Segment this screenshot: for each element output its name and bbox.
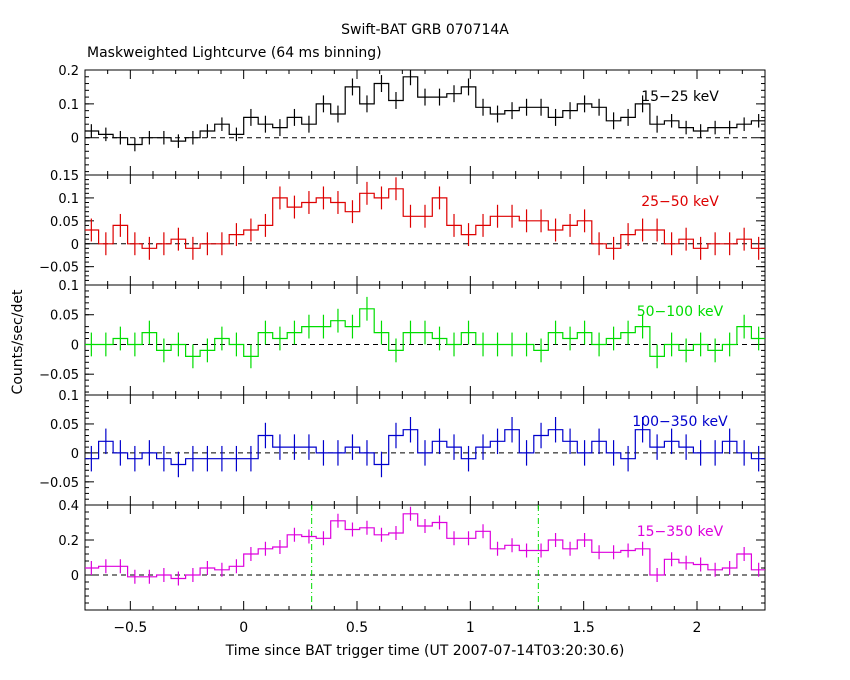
series-1 [85, 70, 765, 152]
y-tick-label: 0.1 [58, 98, 79, 113]
y-tick-label: 0 [71, 238, 79, 253]
y-tick-label: 0.1 [58, 279, 79, 294]
panel-1: 0 0.1 0.2 15−25 keV [58, 64, 766, 176]
panel-5: 0 0.2 0.4 15−350 keV [58, 499, 766, 611]
series-5 [85, 506, 765, 586]
x-tick-label: 1 [466, 620, 475, 636]
y-tick-label: 0 [71, 132, 79, 147]
x-tick-label: −0.5 [113, 620, 147, 636]
x-tick-label: 1.5 [573, 620, 595, 636]
panel-3: −0.05 0 0.05 0.1 50−100 keV [39, 279, 766, 396]
y-tick-label: 0 [71, 338, 79, 353]
y-tick-label: 0 [71, 447, 79, 462]
x-tick-label: 0.5 [346, 620, 368, 636]
y-tick-label: −0.05 [39, 368, 79, 383]
y-tick-label: 0.2 [58, 64, 79, 79]
y-axis-label: Counts/sec/det [10, 289, 26, 394]
y-tick-label: 0 [71, 569, 79, 584]
band-label: 15−350 keV [637, 524, 724, 540]
y-tick-label: 0.4 [58, 499, 79, 514]
lightcurve-step-line [85, 429, 765, 466]
band-label: 15−25 keV [641, 89, 719, 105]
y-tick-label: 0.1 [58, 389, 79, 404]
chart-title: Swift-BAT GRB 070714A [341, 22, 509, 38]
y-tick-label: 0.05 [50, 309, 79, 324]
lightcurve-step-line [85, 76, 765, 146]
band-label: 50−100 keV [637, 304, 724, 320]
band-label: 100−350 keV [632, 414, 728, 430]
y-tick-label: 0.05 [50, 215, 79, 230]
panels-group: 0 0.1 0.2 15−25 keV −0.05 0 0.05 0.1 0.15 25−50 k… [39, 64, 766, 636]
y-tick-label: 0.15 [50, 169, 79, 184]
band-label: 25−50 keV [641, 194, 719, 210]
y-tick-label: 0.2 [58, 534, 79, 549]
lightcurve-step-line [85, 513, 765, 580]
x-axis-label: Time since BAT trigger time (UT 2007-07-… [225, 643, 625, 659]
series-3 [85, 296, 765, 369]
x-tick-label: 2 [693, 620, 702, 636]
series-2 [85, 177, 765, 260]
y-tick-label: 0.1 [58, 192, 79, 207]
y-tick-label: −0.05 [39, 476, 79, 491]
panel-4: −0.05 0 0.05 0.1 100−350 keV [39, 389, 766, 506]
x-tick-label: 0 [239, 620, 248, 636]
panel-2: −0.05 0 0.05 0.1 0.15 25−50 keV [39, 169, 766, 286]
y-tick-label: 0.05 [50, 418, 79, 433]
series-4 [85, 417, 765, 478]
panel-frame [84, 69, 766, 176]
y-tick-label: −0.05 [39, 261, 79, 276]
chart-subtitle: Maskweighted Lightcurve (64 ms binning) [87, 45, 382, 61]
